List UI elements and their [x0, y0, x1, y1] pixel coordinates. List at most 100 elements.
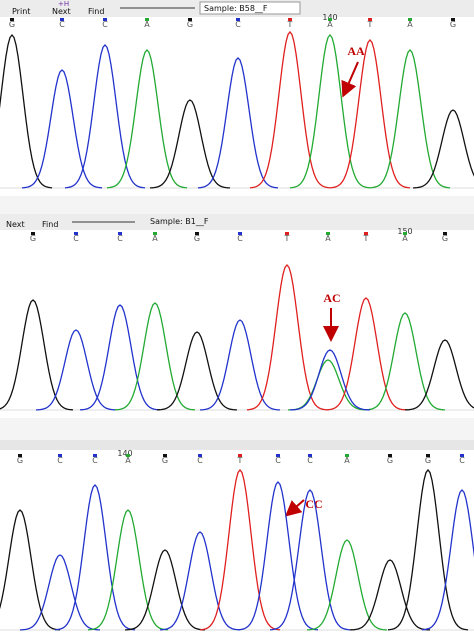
trace-peak — [288, 359, 368, 411]
base-call: A — [344, 456, 350, 465]
trace-peak — [369, 49, 451, 189]
base-marker — [308, 454, 312, 457]
arrow — [284, 499, 305, 517]
base-marker — [93, 454, 97, 457]
base-marker — [153, 232, 157, 235]
base-call: T — [363, 234, 369, 243]
base-call: T — [367, 20, 373, 29]
base-marker — [328, 18, 332, 21]
base-marker — [145, 18, 149, 21]
hotkey: +H — [58, 0, 69, 8]
toolbar-button[interactable]: Next — [52, 7, 71, 16]
base-marker — [188, 18, 192, 21]
toolbar-button[interactable]: Print — [12, 7, 30, 16]
arrow — [341, 61, 359, 98]
base-marker — [10, 18, 14, 21]
base-marker — [364, 232, 368, 235]
trace-peak — [54, 483, 136, 631]
base-call: C — [235, 20, 241, 29]
toolbar — [0, 440, 474, 450]
base-call: C — [197, 456, 203, 465]
toolbar-button[interactable]: Find — [42, 220, 58, 229]
base-call: A — [407, 20, 413, 29]
base-call: T — [284, 234, 290, 243]
separator — [0, 196, 474, 214]
trace-peak — [35, 329, 117, 411]
base-marker — [368, 18, 372, 21]
base-marker — [276, 454, 280, 457]
trace-peak — [124, 549, 206, 631]
trace-peak — [197, 57, 279, 189]
base-marker — [408, 18, 412, 21]
base-call: G — [425, 456, 431, 465]
base-marker — [198, 454, 202, 457]
trace-peak — [249, 30, 331, 189]
trace-peak — [21, 69, 103, 189]
trace-peak — [237, 480, 319, 631]
trace-peak — [149, 99, 231, 189]
base-marker — [238, 454, 242, 457]
genotype-label: CC — [305, 497, 322, 511]
base-marker — [58, 454, 62, 457]
trace-peak — [404, 339, 474, 411]
trace-peak — [156, 331, 238, 411]
base-call: G — [9, 20, 15, 29]
base-call: G — [387, 456, 393, 465]
base-marker — [288, 18, 292, 21]
toolbar-button[interactable]: Next — [6, 220, 25, 229]
base-marker — [403, 232, 407, 235]
base-call: G — [442, 234, 448, 243]
trace-peak — [421, 489, 474, 631]
base-marker — [126, 454, 130, 457]
base-marker — [163, 454, 167, 457]
trace-peak — [199, 319, 281, 411]
base-call: A — [327, 20, 333, 29]
trace-peak — [64, 44, 146, 189]
trace-peak — [289, 33, 371, 189]
base-marker — [388, 454, 392, 457]
base-call: C — [459, 456, 465, 465]
base-call: G — [450, 20, 456, 29]
base-call: G — [194, 234, 200, 243]
base-marker — [60, 18, 64, 21]
trace-peak — [79, 304, 161, 411]
base-marker — [103, 18, 107, 21]
genotype-label: AA — [347, 44, 365, 58]
genotype-label: AC — [323, 291, 340, 305]
base-marker — [236, 18, 240, 21]
trace-peak — [387, 468, 469, 631]
base-marker — [345, 454, 349, 457]
base-call: G — [187, 20, 193, 29]
base-call: C — [307, 456, 313, 465]
base-marker — [285, 232, 289, 235]
trace-peak — [159, 531, 241, 631]
trace-peak — [325, 297, 407, 411]
base-call: A — [144, 20, 150, 29]
base-marker — [426, 454, 430, 457]
base-call: G — [162, 456, 168, 465]
base-marker — [443, 232, 447, 235]
trace-peak — [106, 49, 188, 189]
base-call: A — [325, 234, 331, 243]
base-call: C — [92, 456, 98, 465]
base-call: C — [237, 234, 243, 243]
trace-peak — [0, 33, 53, 189]
base-marker — [238, 232, 242, 235]
trace-peak — [306, 539, 388, 631]
trace-peak — [246, 263, 328, 411]
base-call: T — [237, 456, 243, 465]
toolbar — [0, 214, 474, 230]
base-call: C — [59, 20, 65, 29]
trace-peak — [364, 312, 446, 411]
base-call: C — [275, 456, 281, 465]
base-call: C — [57, 456, 63, 465]
base-marker — [460, 454, 464, 457]
trace-peak — [0, 509, 61, 631]
base-call: C — [102, 20, 108, 29]
sample-name: Sample: B1__F — [150, 217, 209, 226]
toolbar-button[interactable]: Find — [88, 7, 104, 16]
base-call: T — [287, 20, 293, 29]
trace-peak — [0, 299, 74, 411]
base-marker — [18, 454, 22, 457]
